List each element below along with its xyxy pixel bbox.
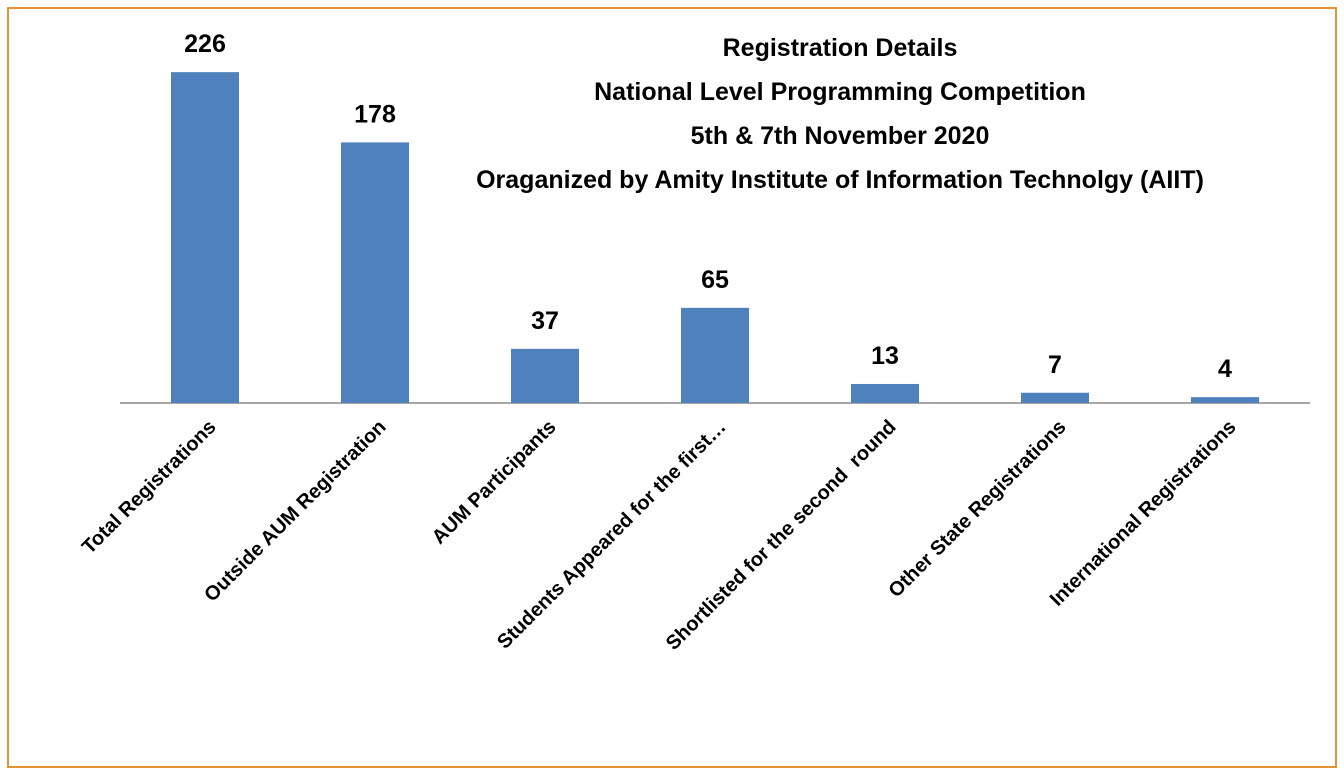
chart-title: Oraganized by Amity Institute of Informa… [476, 166, 1204, 194]
data-label: 4 [1218, 355, 1232, 383]
bar [171, 72, 239, 404]
chart-title: Registration Details [723, 34, 958, 62]
bar [851, 383, 919, 403]
data-label: 7 [1048, 351, 1062, 379]
chart-title: National Level Programming Competition [594, 78, 1086, 106]
bar [681, 307, 749, 403]
bar [511, 348, 579, 403]
data-label: 37 [531, 307, 559, 335]
bar [341, 142, 409, 403]
data-label: 65 [701, 266, 729, 294]
bar [1191, 397, 1259, 403]
bar [1021, 392, 1089, 403]
chart-title: 5th & 7th November 2020 [691, 122, 990, 150]
data-label: 13 [871, 342, 899, 370]
data-label: 226 [184, 30, 226, 58]
data-label: 178 [354, 100, 396, 128]
